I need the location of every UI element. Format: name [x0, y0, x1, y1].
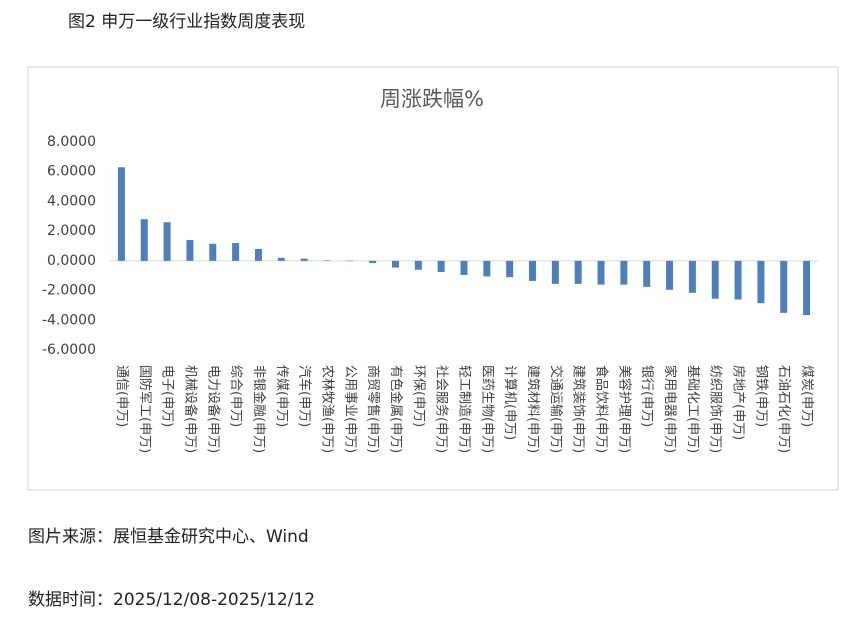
y-tick-label: 8.0000 — [47, 134, 96, 150]
bar — [483, 260, 491, 277]
x-tick-label: 房地产(申万) — [731, 365, 747, 440]
x-tick-label: 非银金融(申万) — [251, 365, 267, 453]
y-tick-label: 2.0000 — [47, 223, 96, 239]
x-tick-label: 家用电器(申万) — [662, 365, 678, 453]
bar — [757, 260, 765, 304]
x-tick-label: 医药生物(申万) — [479, 365, 494, 453]
bar — [232, 243, 240, 261]
y-tick-label: 0.0000 — [47, 253, 96, 269]
bar — [643, 260, 651, 287]
y-tick-label: -4.0000 — [42, 312, 96, 328]
y-tick-label: -6.0000 — [42, 342, 96, 358]
bar — [688, 260, 696, 293]
x-tick-label: 社会服务(申万) — [434, 365, 450, 453]
bar — [437, 260, 445, 272]
bar — [803, 260, 811, 316]
x-tick-label: 建筑装饰(申万) — [571, 365, 587, 453]
bar — [186, 240, 194, 261]
x-tick-label: 国防军工(申万) — [137, 365, 153, 453]
bar — [414, 260, 422, 270]
x-tick-label: 煤炭(申万) — [799, 365, 814, 427]
bar — [369, 260, 377, 264]
x-tick-label: 计算机(申万) — [502, 365, 517, 440]
bar — [529, 260, 537, 281]
chart-frame — [27, 66, 839, 491]
bar — [346, 260, 354, 262]
x-tick-label: 农林牧渔(申万) — [319, 365, 334, 453]
x-tick-label: 基础化工(申万) — [685, 365, 700, 453]
chart-title: 周涨跌幅% — [380, 87, 484, 111]
bar — [460, 260, 468, 275]
bar — [254, 248, 262, 261]
bar — [574, 260, 582, 284]
x-tick-label: 石油石化(申万) — [776, 365, 791, 453]
bar — [666, 260, 674, 290]
x-tick-label: 钢铁(申万) — [753, 365, 768, 427]
y-tick-label: 4.0000 — [47, 193, 96, 209]
source: 图片来源：展恒基金研究中心、Wind — [28, 527, 309, 547]
bar — [551, 260, 559, 284]
x-tick-label: 公用事业(申万) — [342, 365, 357, 453]
bar — [780, 260, 788, 313]
x-tick-label: 环保(申万) — [411, 365, 426, 427]
x-tick-label: 电子(申万) — [160, 365, 175, 427]
x-tick-label: 综合(申万) — [228, 365, 243, 427]
bar — [506, 260, 514, 278]
date: 数据时间：2025/12/08-2025/12/12 — [28, 590, 315, 610]
caption: 图2 申万一级行业指数周度表现 — [68, 12, 305, 32]
y-tick-label: 6.0000 — [47, 164, 96, 180]
x-tick-label: 美容护理(申万) — [616, 365, 632, 453]
bar — [277, 257, 285, 261]
bar — [300, 258, 308, 261]
x-tick-label: 传媒(申万) — [274, 365, 289, 427]
x-tick-label: 机械设备(申万) — [182, 365, 198, 453]
x-tick-label: 轻工制造(申万) — [457, 365, 472, 453]
bar — [734, 260, 742, 300]
x-tick-label: 通信(申万) — [114, 365, 129, 427]
x-tick-label: 银行(申万) — [639, 365, 654, 427]
x-tick-label: 食品饮料(申万) — [594, 365, 610, 453]
bar — [323, 260, 331, 262]
x-tick-label: 商贸零售(申万) — [365, 365, 381, 453]
bar — [209, 243, 217, 261]
bar — [163, 222, 171, 261]
bar — [117, 167, 125, 261]
x-tick-label: 有色金属(申万) — [388, 365, 404, 453]
x-tick-label: 建筑材料(申万) — [525, 365, 541, 453]
bar — [597, 260, 605, 285]
bar — [620, 260, 628, 285]
bar — [711, 260, 719, 299]
x-tick-label: 纺织服饰(申万) — [708, 365, 723, 453]
x-tick-label: 交通运输(申万) — [548, 365, 564, 453]
x-tick-label: 汽车(申万) — [297, 365, 313, 427]
bar — [140, 219, 148, 261]
y-tick-label: -2.0000 — [42, 283, 96, 299]
bar — [391, 260, 399, 268]
x-tick-label: 电力设备(申万) — [205, 365, 221, 453]
